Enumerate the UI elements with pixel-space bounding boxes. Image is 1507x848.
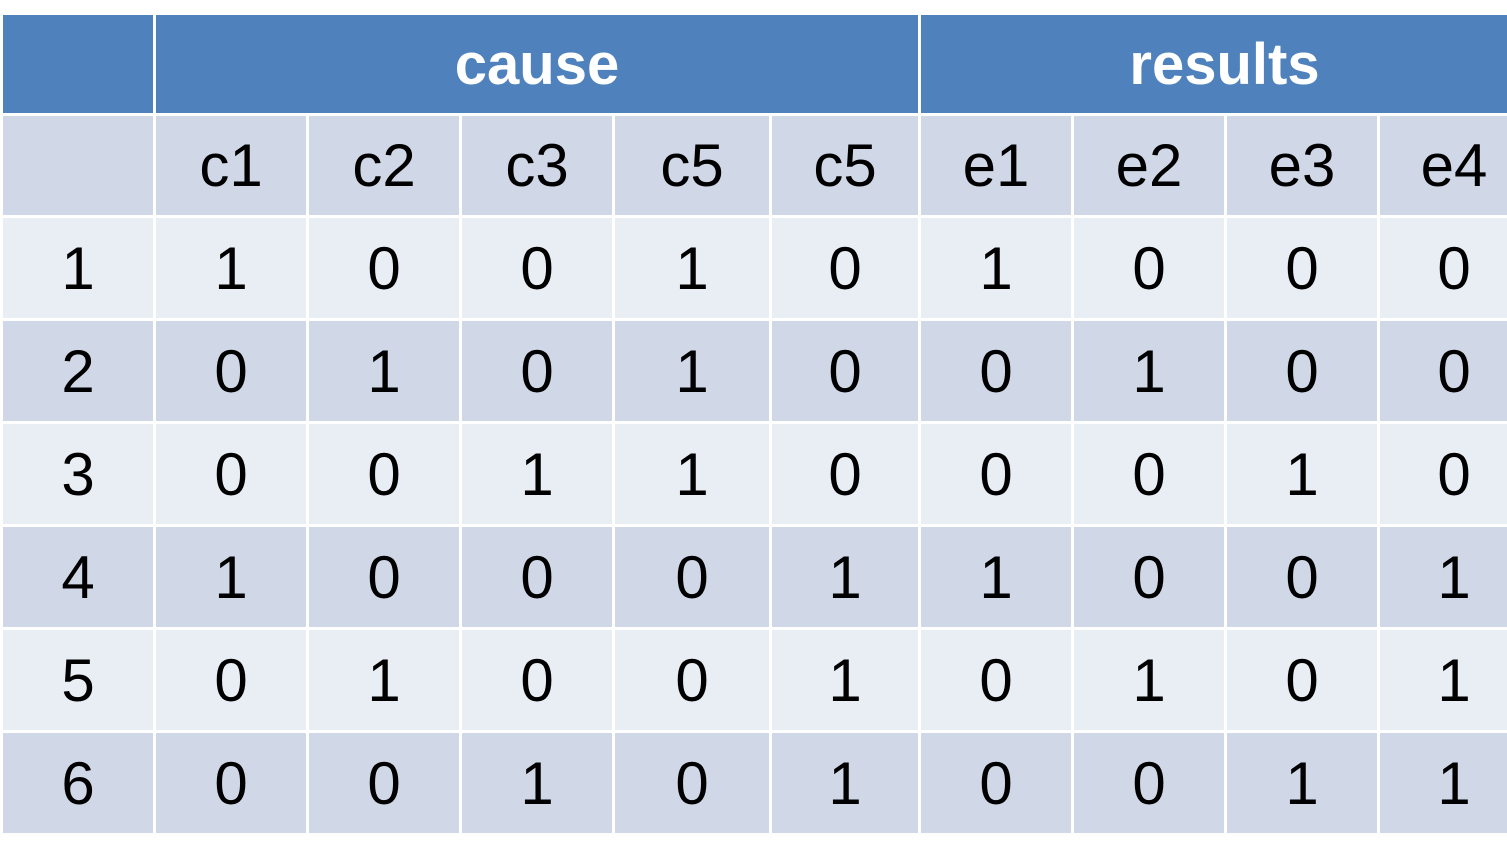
table-cell: 1 <box>615 218 769 318</box>
column-header: c5 <box>772 116 918 215</box>
table-cell: 0 <box>772 218 918 318</box>
table-cell: 0 <box>1227 321 1377 421</box>
column-header: c5 <box>615 116 769 215</box>
table-cell: 0 <box>615 733 769 833</box>
table-cell: 1 <box>309 321 459 421</box>
table-cell: 0 <box>921 733 1071 833</box>
table-cell: 0 <box>921 424 1071 524</box>
table-cell: 1 <box>1380 630 1507 730</box>
table-cell: 0 <box>772 321 918 421</box>
table-cell: 0 <box>1074 424 1224 524</box>
table-cell: 1 <box>1074 630 1224 730</box>
table-cell: 0 <box>462 218 612 318</box>
table-cell: 1 <box>772 733 918 833</box>
table-cell: 0 <box>1074 527 1224 627</box>
table-cell: 0 <box>309 218 459 318</box>
table-cell: 0 <box>921 321 1071 421</box>
table-cell: 0 <box>156 424 306 524</box>
table-cell: 0 <box>309 733 459 833</box>
table-cell: 1 <box>1380 733 1507 833</box>
column-header: e4 <box>1380 116 1507 215</box>
table-cell: 0 <box>1380 321 1507 421</box>
table-cell: 1 <box>1227 424 1377 524</box>
table-cell: 0 <box>1380 424 1507 524</box>
row-label: 4 <box>3 527 153 627</box>
table-cell: 0 <box>156 630 306 730</box>
table-cell: 1 <box>156 527 306 627</box>
table-cell: 1 <box>772 527 918 627</box>
table-cell: 1 <box>921 527 1071 627</box>
table-cell: 1 <box>156 218 306 318</box>
column-header: c3 <box>462 116 612 215</box>
group-header-cause: cause <box>156 15 918 113</box>
table-cell: 1 <box>1380 527 1507 627</box>
group-header-empty <box>3 15 153 113</box>
column-header <box>3 116 153 215</box>
table-cell: 0 <box>309 424 459 524</box>
table-cell: 0 <box>462 527 612 627</box>
table-cell: 1 <box>1074 321 1224 421</box>
group-header-results: results <box>921 15 1507 113</box>
table-cell: 1 <box>309 630 459 730</box>
table-cell: 0 <box>462 321 612 421</box>
column-header: e2 <box>1074 116 1224 215</box>
table-cell: 0 <box>1074 733 1224 833</box>
table-cell: 0 <box>1227 527 1377 627</box>
table-cell: 0 <box>1227 218 1377 318</box>
row-label: 5 <box>3 630 153 730</box>
table-cell: 1 <box>462 733 612 833</box>
row-label: 6 <box>3 733 153 833</box>
row-label: 1 <box>3 218 153 318</box>
cause-results-table: cause results c1 c2 c3 c5 c5 e1 e2 e3 e4… <box>3 15 1507 833</box>
table-cell: 1 <box>615 321 769 421</box>
table-cell: 0 <box>1074 218 1224 318</box>
table-cell: 0 <box>615 527 769 627</box>
table-cell: 0 <box>156 733 306 833</box>
table-cell: 0 <box>156 321 306 421</box>
row-label: 3 <box>3 424 153 524</box>
column-header: c1 <box>156 116 306 215</box>
table-cell: 1 <box>772 630 918 730</box>
table-cell: 0 <box>462 630 612 730</box>
table-cell: 1 <box>1227 733 1377 833</box>
table-cell: 1 <box>615 424 769 524</box>
table-cell: 0 <box>1380 218 1507 318</box>
column-header: e1 <box>921 116 1071 215</box>
table-cell: 0 <box>1227 630 1377 730</box>
table-cell: 0 <box>615 630 769 730</box>
column-header: e3 <box>1227 116 1377 215</box>
table-cell: 0 <box>921 630 1071 730</box>
table-cell: 1 <box>921 218 1071 318</box>
table-cell: 1 <box>462 424 612 524</box>
table-cell: 0 <box>772 424 918 524</box>
row-label: 2 <box>3 321 153 421</box>
column-header: c2 <box>309 116 459 215</box>
table-cell: 0 <box>309 527 459 627</box>
